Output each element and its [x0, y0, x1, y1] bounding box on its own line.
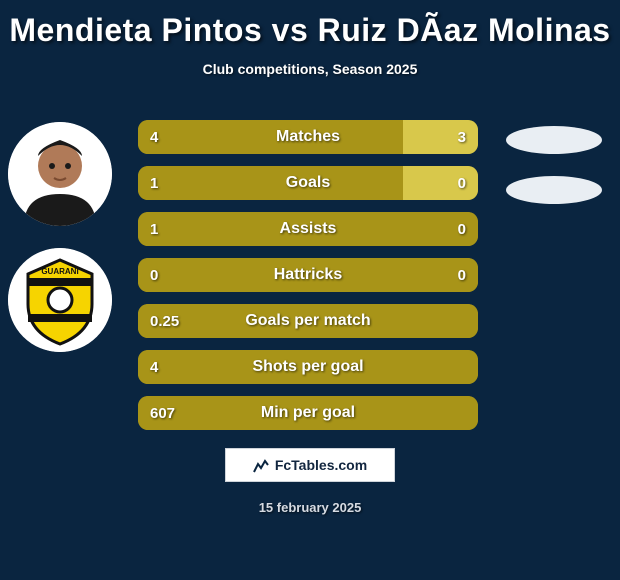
logo-mark-icon [253, 457, 269, 473]
bar-label: Hattricks [138, 258, 478, 292]
stat-bar-row: 4Matches3 [138, 120, 478, 154]
bar-right-value: 0 [458, 258, 466, 292]
bar-label: Goals [138, 166, 478, 200]
player-avatar [8, 122, 112, 226]
ellipse-placeholder [506, 176, 602, 204]
page-title: Mendieta Pintos vs Ruiz DÃ­az Molinas [0, 0, 620, 49]
stat-bars: 4Matches31Goals01Assists00Hattricks00.25… [138, 120, 478, 442]
fctables-logo: FcTables.com [225, 448, 395, 482]
footer-text: FcTables.com [275, 457, 367, 473]
bar-label: Min per goal [138, 396, 478, 430]
bar-label: Goals per match [138, 304, 478, 338]
stat-bar-row: 607Min per goal [138, 396, 478, 430]
stat-bar-row: 0Hattricks0 [138, 258, 478, 292]
date-text: 15 february 2025 [259, 500, 362, 515]
stat-bar-row: 0.25Goals per match [138, 304, 478, 338]
svg-text:GUARANI: GUARANI [41, 267, 78, 276]
ellipse-placeholder [506, 126, 602, 154]
bar-label: Shots per goal [138, 350, 478, 384]
club-crest: GUARANI [8, 248, 112, 352]
subtitle: Club competitions, Season 2025 [0, 61, 620, 77]
left-avatars: GUARANI [8, 122, 112, 374]
bar-label: Assists [138, 212, 478, 246]
bar-right-value: 0 [458, 166, 466, 200]
bar-right-value: 0 [458, 212, 466, 246]
right-ellipses [506, 126, 602, 226]
stat-bar-row: 1Goals0 [138, 166, 478, 200]
bar-right-value: 3 [458, 120, 466, 154]
stat-bar-row: 1Assists0 [138, 212, 478, 246]
bar-label: Matches [138, 120, 478, 154]
stat-bar-row: 4Shots per goal [138, 350, 478, 384]
